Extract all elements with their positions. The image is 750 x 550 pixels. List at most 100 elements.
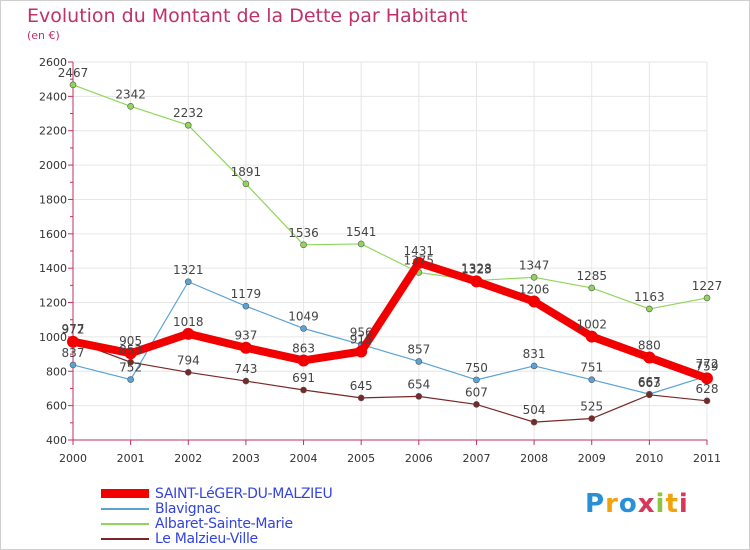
series-line bbox=[72, 340, 708, 423]
data-label: 915 bbox=[350, 333, 373, 347]
chart-title: Evolution du Montant de la Dette par Hab… bbox=[27, 5, 468, 27]
legend-swatch bbox=[101, 507, 149, 510]
data-label: 1541 bbox=[346, 225, 377, 239]
x-tick-label: 2002 bbox=[174, 452, 202, 465]
data-label: 1328 bbox=[461, 262, 492, 276]
data-point bbox=[585, 330, 598, 343]
legend-label: Blavignac bbox=[155, 500, 221, 517]
data-label: 607 bbox=[465, 385, 488, 399]
data-label: 1323 bbox=[461, 262, 492, 276]
data-label: 663 bbox=[638, 376, 661, 390]
data-label: 752 bbox=[119, 361, 142, 375]
legend-label: Le Malzieu-Ville bbox=[155, 530, 258, 547]
x-tick-label: 2008 bbox=[520, 452, 548, 465]
data-label: 956 bbox=[350, 325, 373, 339]
data-label: 1536 bbox=[288, 226, 319, 240]
y-tick-label: 2600 bbox=[39, 56, 67, 69]
legend-item: SAINT-LéGER-DU-MALZIEU bbox=[101, 486, 333, 502]
data-label: 977 bbox=[62, 322, 85, 336]
data-label: 2342 bbox=[115, 87, 146, 101]
y-tick-label: 2400 bbox=[39, 90, 67, 103]
data-point bbox=[127, 103, 134, 110]
data-label: 1179 bbox=[231, 287, 262, 301]
data-label: 691 bbox=[292, 371, 315, 385]
y-tick-label: 1400 bbox=[39, 262, 67, 275]
legend-item: Albaret-Sainte-Marie bbox=[101, 515, 332, 532]
x-tick-label: 2003 bbox=[232, 452, 260, 465]
x-tick-label: 2009 bbox=[578, 452, 606, 465]
x-tick-label: 2004 bbox=[290, 452, 318, 465]
data-point bbox=[588, 415, 596, 422]
data-point bbox=[355, 345, 368, 358]
x-tick-label: 2010 bbox=[635, 452, 663, 465]
data-point bbox=[646, 305, 653, 313]
data-label: 853 bbox=[119, 343, 142, 357]
data-point bbox=[124, 347, 137, 360]
data-point bbox=[357, 240, 365, 248]
y-tick-label: 600 bbox=[46, 400, 67, 413]
data-point bbox=[530, 418, 538, 426]
data-label: 1049 bbox=[288, 309, 319, 323]
data-label: 1206 bbox=[519, 283, 550, 297]
y-tick-label: 1800 bbox=[39, 193, 67, 206]
data-label: 937 bbox=[234, 329, 257, 343]
x-tick-label: 2000 bbox=[59, 452, 87, 465]
series-line bbox=[72, 84, 708, 310]
data-point bbox=[182, 327, 195, 340]
data-point bbox=[184, 369, 192, 376]
data-point bbox=[588, 376, 596, 383]
x-tick-label: 2001 bbox=[117, 452, 145, 465]
data-label: 1431 bbox=[404, 244, 435, 258]
data-label: 654 bbox=[407, 377, 430, 391]
data-label: 750 bbox=[465, 361, 488, 375]
data-point bbox=[415, 393, 423, 400]
legend-swatch bbox=[101, 522, 149, 525]
proxiti-logo: Proxiti bbox=[585, 489, 689, 519]
y-tick-label: 2000 bbox=[39, 159, 67, 172]
data-point bbox=[300, 325, 307, 332]
data-label: 837 bbox=[62, 346, 85, 360]
y-tick-label: 1600 bbox=[39, 228, 67, 241]
legend-label: Albaret-Sainte-Marie bbox=[155, 515, 293, 532]
data-point bbox=[300, 386, 307, 394]
logo-letter: t bbox=[665, 489, 679, 519]
data-point bbox=[242, 377, 250, 385]
data-point bbox=[473, 401, 480, 408]
data-label: 880 bbox=[638, 339, 661, 353]
data-label: 1891 bbox=[231, 165, 262, 179]
data-point bbox=[412, 256, 425, 269]
data-point bbox=[703, 397, 711, 405]
series-line bbox=[72, 281, 708, 395]
data-label: 504 bbox=[523, 403, 546, 417]
data-label: 667 bbox=[638, 375, 661, 389]
data-point bbox=[703, 294, 711, 302]
data-point bbox=[415, 358, 423, 365]
data-label: 743 bbox=[234, 362, 257, 376]
data-label: 831 bbox=[523, 347, 546, 361]
data-point bbox=[643, 351, 656, 364]
data-label: 1227 bbox=[692, 279, 723, 293]
data-point bbox=[588, 284, 596, 292]
x-tick-label: 2011 bbox=[693, 452, 721, 465]
data-point bbox=[242, 180, 250, 188]
data-point bbox=[184, 278, 192, 286]
logo-letter: o bbox=[618, 489, 638, 519]
logo-letter: P bbox=[585, 489, 606, 519]
data-point bbox=[239, 341, 252, 354]
y-tick-label: 1200 bbox=[39, 297, 67, 310]
data-point bbox=[528, 295, 541, 308]
data-label: 905 bbox=[119, 334, 142, 348]
x-tick-label: 2006 bbox=[405, 452, 433, 465]
series-line bbox=[72, 258, 709, 383]
data-label: 1002 bbox=[576, 318, 607, 332]
chart-subtitle: (en €) bbox=[27, 29, 60, 42]
data-label: 1285 bbox=[576, 269, 607, 283]
data-label: 863 bbox=[292, 341, 315, 355]
x-tick-label: 2005 bbox=[347, 452, 375, 465]
data-point bbox=[242, 302, 250, 310]
data-label: 2467 bbox=[58, 66, 89, 80]
data-label: 857 bbox=[407, 342, 430, 356]
legend-swatch bbox=[101, 537, 149, 540]
